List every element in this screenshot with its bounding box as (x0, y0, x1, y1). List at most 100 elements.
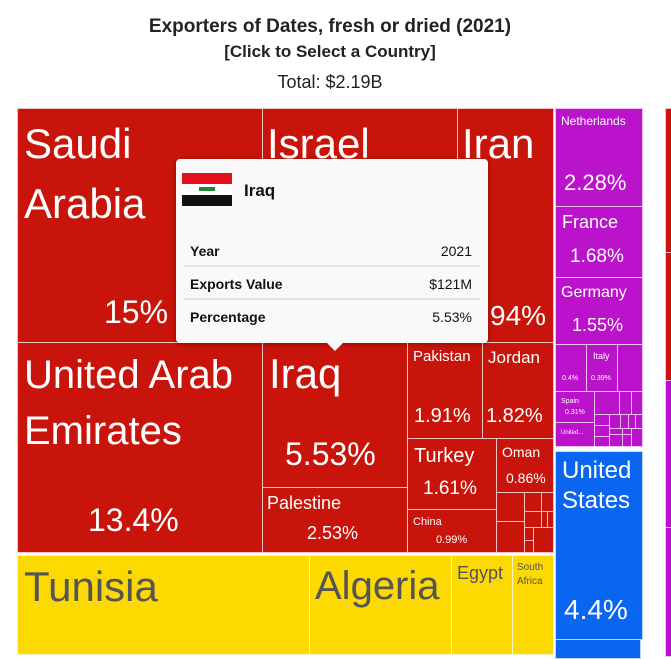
cell-italy[interactable]: Italy 0.39% (586, 344, 618, 392)
cell-unnamed-0-4[interactable]: 0.4% (555, 344, 587, 392)
cell-label: Netherlands (561, 114, 626, 128)
tooltip-value: 5.53% (432, 309, 472, 325)
cell-label: Pakistan (413, 348, 471, 365)
cell-small[interactable] (617, 344, 643, 392)
cell-small[interactable] (496, 492, 525, 522)
cell-label: Spain (561, 398, 579, 405)
cell-label: United... (561, 430, 584, 436)
cell-percent: 0.99% (436, 534, 468, 546)
cell-saudi-arabia[interactable]: Saudi Arabia 15% (17, 108, 263, 343)
cell-algeria[interactable]: Algeria (309, 555, 452, 655)
cell-percent: 1.61% (423, 478, 477, 499)
cell-offscreen[interactable] (665, 108, 671, 253)
cell-percent: 0.86% (506, 470, 546, 486)
cell-germany[interactable]: Germany 1.55% (555, 277, 643, 345)
cell-percent: 2.53% (307, 523, 359, 543)
cell-small[interactable] (524, 511, 542, 528)
cell-label: Iran (462, 120, 535, 167)
cell-label: Israel (267, 120, 370, 167)
cell-small[interactable] (631, 428, 643, 447)
iraq-flag-icon (182, 173, 232, 206)
cell-turkey[interactable]: Turkey 1.61% (407, 438, 497, 510)
cell-label: Oman (502, 444, 541, 460)
cell-small[interactable] (635, 414, 643, 429)
country-tooltip: Iraq Year 2021 Exports Value $121M Perce… (176, 159, 488, 351)
tooltip-value: $121M (429, 276, 472, 292)
cell-small[interactable] (609, 434, 623, 447)
cell-percent: 1.91% (414, 405, 471, 427)
cell-small[interactable] (594, 436, 610, 447)
cell-mexico[interactable] (555, 639, 641, 659)
cell-label: China (413, 516, 442, 528)
cell-tunisia[interactable]: Tunisia (17, 555, 310, 655)
cell-percent: 4.4% (564, 594, 628, 625)
cell-oman[interactable]: Oman 0.86% (496, 438, 554, 493)
cell-spain[interactable]: Spain 0.31% (555, 391, 595, 423)
cell-label: Egypt (457, 563, 504, 583)
chart-title: Exporters of Dates, fresh or dried (2021… (148, 16, 512, 37)
cell-percent: 13.4% (88, 502, 179, 538)
cell-china[interactable]: China 0.99% (407, 509, 497, 553)
cell-label: France (562, 212, 619, 232)
tooltip-label: Percentage (190, 309, 266, 325)
cell-small[interactable] (631, 391, 643, 415)
tooltip-country-name: Iraq (244, 181, 276, 200)
cell-offscreen[interactable] (665, 527, 671, 657)
cell-small[interactable] (541, 492, 554, 512)
cell-uae[interactable]: United Arab Emirates 13.4% (17, 342, 263, 553)
cell-label: Iraq (269, 350, 342, 397)
cell-label: Saudi (24, 120, 132, 167)
cell-small[interactable] (594, 391, 620, 415)
cell-label: Italy (593, 351, 610, 361)
cell-label: Emirates (24, 409, 182, 453)
cell-label: Palestine (267, 493, 342, 513)
cell-egypt[interactable]: Egypt (451, 555, 513, 655)
cell-label: Germany (561, 284, 627, 301)
cell-label: Algeria (315, 564, 440, 608)
select-country-link[interactable]: [Click to Select a Country] (224, 42, 436, 61)
total-value: Total: $2.19B (277, 72, 383, 92)
cell-france[interactable]: France 1.68% (555, 206, 643, 278)
cell-small[interactable] (524, 540, 534, 553)
cell-small[interactable] (533, 527, 554, 553)
cell-percent: 15% (104, 294, 169, 330)
tooltip-row-exports-value: Exports Value $121M (184, 268, 480, 300)
cell-iraq[interactable]: Iraq 5.53% (262, 342, 408, 488)
cell-percent: 94% (490, 300, 547, 331)
tooltip-value: 2021 (440, 243, 472, 259)
cell-percent: 5.53% (285, 436, 376, 472)
cell-south-africa[interactable]: South Africa (512, 555, 554, 655)
cell-small[interactable] (547, 511, 554, 528)
cell-jordan[interactable]: Jordan 1.82% (482, 342, 554, 439)
tooltip-row-year: Year 2021 (184, 235, 480, 267)
cell-percent: 1.68% (570, 246, 624, 267)
cell-label: States (562, 487, 631, 514)
cell-label: Jordan (488, 348, 540, 367)
tooltip-label: Year (190, 243, 220, 259)
cell-label: United (562, 457, 632, 484)
cell-label: South (517, 562, 544, 573)
tooltip-label: Exports Value (190, 276, 283, 292)
cell-label: Turkey (414, 445, 475, 467)
cell-pakistan[interactable]: Pakistan 1.91% (407, 342, 483, 439)
cell-netherlands[interactable]: Netherlands 2.28% (555, 108, 643, 207)
cell-label: Tunisia (24, 563, 158, 610)
cell-small[interactable] (496, 521, 525, 553)
cell-label: Arabia (24, 180, 146, 227)
cell-percent: 1.55% (572, 315, 624, 335)
cell-united-kingdom[interactable]: United... (555, 422, 595, 447)
cell-percent: 0.39% (591, 375, 611, 382)
cell-small[interactable] (524, 492, 542, 512)
cell-palestine[interactable]: Palestine 2.53% (262, 487, 408, 553)
cell-percent: 0.31% (565, 409, 585, 416)
cell-offscreen[interactable] (665, 252, 671, 381)
cell-label: Africa (517, 576, 543, 587)
cell-percent: 1.82% (486, 405, 543, 427)
cell-united-states[interactable]: United States 4.4% (555, 451, 643, 640)
cell-percent: 2.28% (564, 170, 627, 195)
tooltip-row-percentage: Percentage 5.53% (184, 301, 480, 333)
cell-percent: 0.4% (562, 375, 578, 382)
cell-label: United Arab (24, 353, 234, 397)
cell-offscreen[interactable] (665, 380, 671, 528)
